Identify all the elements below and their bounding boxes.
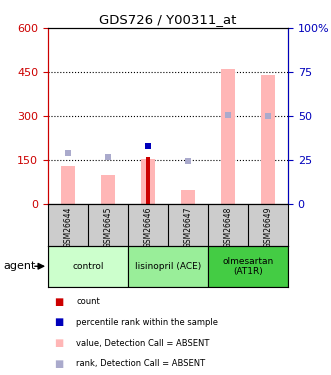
Title: GDS726 / Y00311_at: GDS726 / Y00311_at [99, 13, 237, 26]
Bar [221, 69, 235, 204]
Text: control: control [72, 262, 104, 271]
Text: percentile rank within the sample: percentile rank within the sample [76, 318, 218, 327]
Bar [261, 75, 275, 204]
Bar [141, 159, 155, 204]
Bar [61, 166, 75, 204]
Bar [146, 158, 150, 204]
Text: ■: ■ [55, 297, 64, 307]
Text: count: count [76, 297, 100, 306]
Text: lisinopril (ACE): lisinopril (ACE) [135, 262, 201, 271]
Text: value, Detection Call = ABSENT: value, Detection Call = ABSENT [76, 339, 210, 348]
Text: rank, Detection Call = ABSENT: rank, Detection Call = ABSENT [76, 359, 205, 368]
Text: GSM26648: GSM26648 [223, 206, 232, 248]
Text: GSM26646: GSM26646 [143, 206, 153, 248]
Bar [181, 190, 195, 204]
Bar [128, 246, 208, 287]
Text: ■: ■ [55, 338, 64, 348]
Text: ■: ■ [55, 359, 64, 369]
Text: GSM26644: GSM26644 [64, 206, 72, 248]
Text: GSM26649: GSM26649 [263, 206, 272, 248]
Text: ■: ■ [55, 318, 64, 327]
Bar [48, 246, 128, 287]
Text: GSM26647: GSM26647 [183, 206, 193, 248]
Bar [101, 175, 115, 204]
Text: agent: agent [3, 261, 36, 271]
Text: GSM26645: GSM26645 [104, 206, 113, 248]
Bar [208, 246, 288, 287]
Text: olmesartan
(AT1R): olmesartan (AT1R) [222, 256, 274, 276]
